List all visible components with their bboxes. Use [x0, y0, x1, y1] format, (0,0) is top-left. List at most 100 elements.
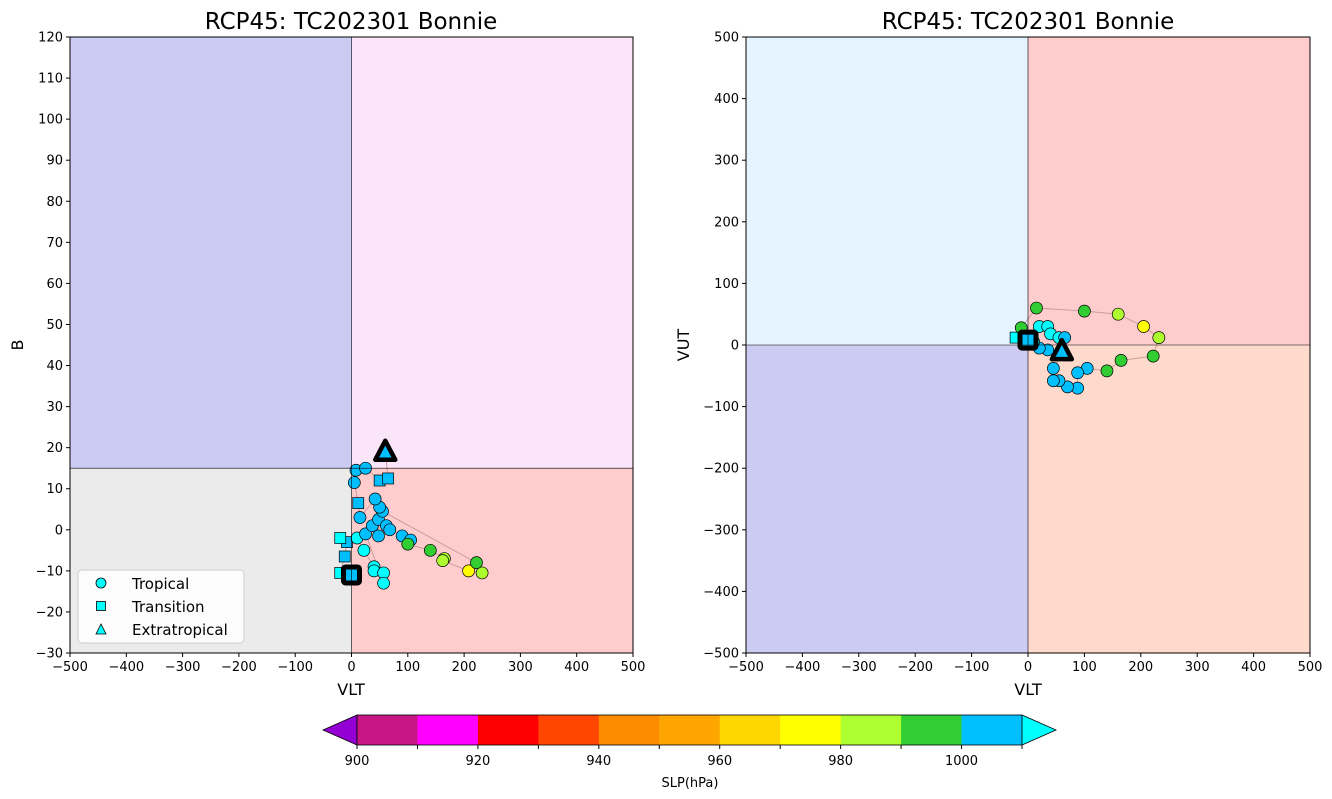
end-marker: [373, 438, 398, 463]
quadrant-upper-left: [746, 37, 1028, 345]
point-tropical: [1047, 374, 1060, 388]
colorbar-under-arrow: [322, 714, 358, 746]
colorbar-segments: [322, 714, 1057, 746]
x-tick-label: −100: [277, 660, 313, 675]
colorbar-segment: [659, 715, 721, 745]
quadrant-upper-right: [351, 37, 633, 469]
point-tropical: [1152, 331, 1166, 344]
y-tick-label: −10: [36, 564, 63, 579]
colorbar-segment: [417, 715, 479, 745]
point-tropical: [475, 566, 489, 580]
x-axis-ticks: −500 −400 −300 −200 −100 0 100 200 300 400 500: [728, 653, 1322, 675]
y-tick-label: 400: [714, 92, 739, 107]
y-tick-label: 40: [46, 359, 63, 374]
point-transition: [382, 472, 394, 485]
point-tropical: [1078, 304, 1091, 318]
quadrant-backgrounds: [746, 37, 1310, 653]
point-tropical: [359, 527, 372, 541]
y-tick-label: 120: [38, 31, 63, 46]
point-tropical: [353, 511, 367, 524]
y-tick-label: 100: [38, 113, 63, 128]
point-tropical: [1146, 349, 1160, 363]
x-tick-label: 300: [508, 660, 533, 675]
point-tropical: [462, 564, 475, 578]
point-tropical: [423, 543, 437, 557]
point-tropical: [1030, 301, 1043, 315]
panel-b-vs-vlt: −500 −400 −300 −200 −100 0 100 200 300 400 500 −30…: [8, 9, 645, 699]
colorbar-segment: [901, 715, 962, 745]
quadrant-backgrounds: [70, 37, 633, 653]
point-tropical: [1111, 307, 1125, 321]
point-transition: [352, 497, 365, 509]
legend: Tropical Transition Extratropical: [77, 569, 245, 644]
x-tick-label: −200: [897, 660, 933, 675]
point-transition: [338, 550, 351, 563]
colorbar-tick-label: 940: [586, 754, 611, 769]
point-tropical: [347, 476, 361, 489]
point-tropical: [377, 576, 390, 590]
y-tick-label: 90: [46, 154, 63, 169]
y-tick-label: 500: [714, 31, 739, 46]
y-tick-label: −400: [703, 585, 739, 600]
colorbar-segment: [477, 715, 539, 745]
y-axis-label: VUT: [674, 329, 693, 362]
quadrant-lower-right: [1028, 345, 1310, 653]
x-tick-label: 300: [1185, 660, 1210, 675]
y-axis-ticks: −500 −400 −300 −200 −100 0 100 200 300 400 500: [703, 31, 746, 662]
y-tick-label: −100: [703, 400, 739, 415]
colorbar-segment: [780, 715, 841, 745]
legend-label-tropical: Tropical: [131, 575, 189, 593]
x-tick-label: 200: [452, 660, 477, 675]
colorbar-tick-label: 900: [345, 754, 370, 769]
colorbar-segment: [719, 715, 781, 745]
point-tropical: [470, 556, 483, 570]
y-tick-label: 0: [731, 339, 739, 354]
colorbar-segment: [598, 715, 660, 745]
x-tick-label: 400: [1241, 660, 1266, 675]
y-tick-label: −300: [703, 523, 739, 538]
x-tick-label: 100: [395, 660, 420, 675]
y-axis-ticks: −30 −20 −10 0 10 20 30 40 50 60 70 80 90 100 110 120: [36, 31, 70, 662]
point-tropical: [1100, 364, 1114, 378]
x-tick-label: −500: [728, 660, 764, 675]
x-axis-label: VLT: [337, 680, 365, 699]
x-axis-ticks: −500 −400 −300 −200 −100 0 100 200 300 400 500: [52, 653, 645, 675]
x-tick-label: 0: [1024, 660, 1032, 675]
y-tick-label: 50: [46, 318, 63, 333]
colorbar-outline: [356, 714, 1023, 746]
quadrant-upper-left: [70, 37, 352, 469]
quadrant-lower-right: [351, 468, 633, 653]
point-tropical: [368, 492, 382, 506]
x-tick-label: −400: [108, 660, 144, 675]
colorbar-tick-label: 960: [707, 754, 732, 769]
x-tick-label: 0: [347, 660, 355, 675]
y-tick-label: 110: [38, 72, 63, 87]
y-tick-label: 100: [714, 277, 739, 292]
x-tick-label: −300: [165, 660, 201, 675]
y-tick-label: 10: [46, 482, 63, 497]
colorbar-segment: [538, 715, 600, 745]
y-tick-label: 80: [46, 195, 63, 210]
legend-box: [77, 569, 245, 644]
y-axis-label: B: [8, 340, 27, 351]
y-tick-label: 300: [714, 154, 739, 169]
x-tick-label: −500: [52, 660, 88, 675]
x-tick-label: −400: [785, 660, 821, 675]
point-tropical: [401, 537, 415, 551]
x-tick-label: 100: [1072, 660, 1097, 675]
point-tropical: [357, 543, 371, 557]
point-tropical: [1047, 362, 1060, 375]
y-tick-label: 20: [46, 441, 63, 456]
x-tick-label: −100: [954, 660, 990, 675]
point-tropical: [436, 554, 450, 567]
y-tick-label: −200: [703, 462, 739, 477]
colorbar-over-arrow: [1021, 714, 1057, 746]
colorbar-tick-label: 920: [465, 754, 490, 769]
legend-marker-extratropical: [95, 623, 107, 635]
legend-marker-tropical: [95, 577, 107, 589]
colorbar-tick-label: 1000: [945, 754, 978, 769]
point-tropical: [372, 529, 385, 543]
colorbar-segment: [357, 715, 418, 745]
quadrant-upper-right: [1028, 37, 1310, 345]
